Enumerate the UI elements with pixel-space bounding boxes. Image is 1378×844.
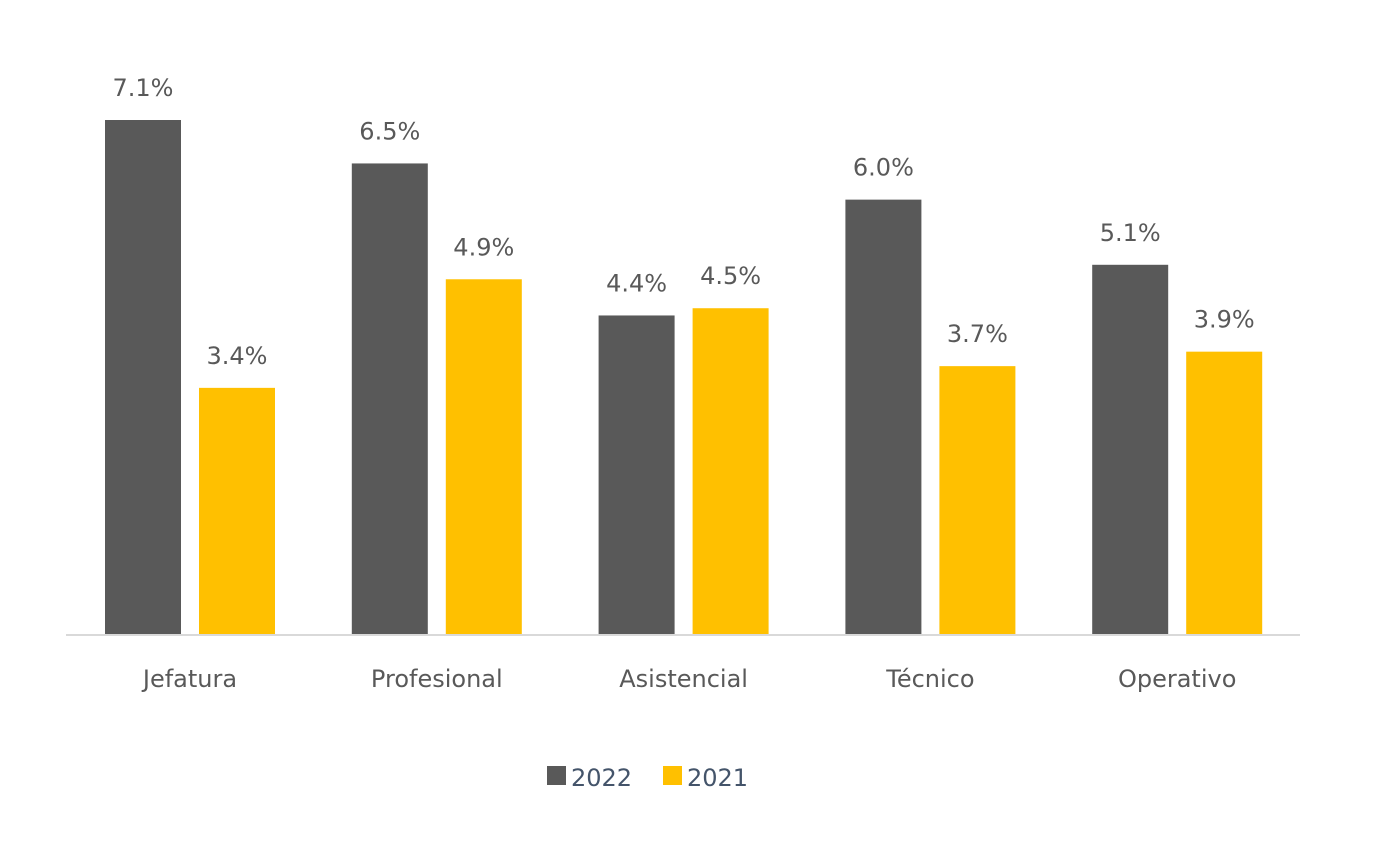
data-label-2021-asistencial: 4.5%	[700, 262, 761, 290]
category-label-jefatura: Jefatura	[141, 665, 237, 693]
bar-2021-técnico	[939, 366, 1016, 634]
category-label-técnico: Técnico	[885, 665, 974, 693]
bar-2022-jefatura	[105, 120, 181, 634]
value-labels-group: 7.1% 3.4% 6.5% 4.9% 4.4% 4.5% 6.0% 3.7% 5.1% 3.9%	[113, 74, 1255, 370]
bar-2021-operativo	[1186, 351, 1263, 634]
bar-2022-profesional	[351, 163, 428, 634]
data-label-2021-profesional: 4.9%	[453, 233, 514, 261]
bar-2022-asistencial	[598, 315, 675, 634]
data-label-2022-asistencial: 4.4%	[606, 269, 667, 297]
data-label-2022-jefatura: 7.1%	[113, 74, 174, 102]
legend-swatch-2022	[547, 766, 566, 785]
legend-label-2021: 2021	[687, 764, 748, 792]
category-labels-group: Jefatura Profesional Asistencial Técnico Ope…	[141, 665, 1237, 693]
legend-label-2022: 2022	[571, 764, 632, 792]
data-label-2021-operativo: 3.9%	[1194, 306, 1255, 334]
bar-2021-profesional	[445, 279, 522, 634]
legend-swatch-2021	[663, 766, 682, 785]
data-label-2022-técnico: 6.0%	[853, 154, 914, 182]
bars-group	[105, 120, 1263, 635]
category-label-profesional: Profesional	[371, 665, 503, 693]
data-label-2022-operativo: 5.1%	[1100, 219, 1161, 247]
bar-2022-operativo	[1092, 264, 1169, 634]
bar-2021-asistencial	[692, 308, 769, 634]
data-label-2021-jefatura: 3.4%	[207, 342, 268, 370]
data-label-2021-técnico: 3.7%	[947, 320, 1008, 348]
data-label-2022-profesional: 6.5%	[359, 117, 420, 145]
bar-2021-jefatura	[199, 387, 275, 634]
category-label-asistencial: Asistencial	[619, 665, 748, 693]
category-label-operativo: Operativo	[1118, 665, 1236, 693]
legend: 2022 2021	[547, 764, 748, 792]
bar-2022-técnico	[845, 199, 922, 635]
